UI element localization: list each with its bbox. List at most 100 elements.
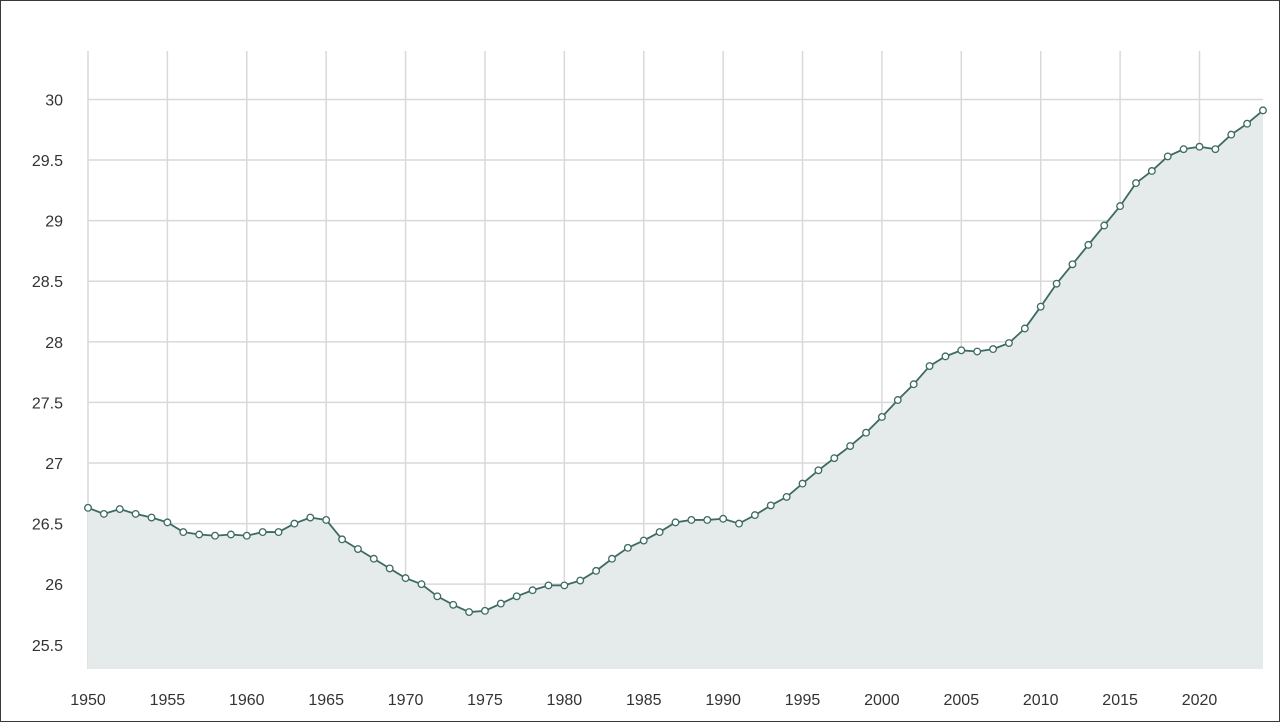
data-point [1052,279,1061,288]
y-tick-label: 28.5 [32,274,63,291]
data-point [655,528,664,537]
data-point [322,516,331,524]
area-fill [88,110,1263,669]
data-point [893,396,902,404]
y-tick-label: 26 [45,577,63,594]
data-point [1116,202,1125,211]
data-point [687,516,696,524]
data-point [115,505,124,513]
data-point [226,530,235,539]
data-point [1020,324,1029,333]
data-point [1084,240,1093,249]
x-tick-label: 1950 [70,692,106,709]
data-point [1179,145,1188,154]
data-point [1036,302,1045,311]
data-point [163,518,172,527]
data-point [1132,179,1140,188]
data-point [195,530,204,539]
x-tick-label: 1980 [547,692,583,709]
data-point [179,528,188,537]
data-point [211,531,219,540]
y-tick-label: 30 [45,92,63,109]
y-tick-label: 27 [45,456,63,473]
data-point [242,531,251,540]
data-point [306,513,315,522]
data-point [576,576,585,585]
data-point [782,492,791,501]
data-point [1259,106,1267,115]
data-point [957,346,966,355]
y-axis-tick-labels: 25.5 26 26.5 27 27.5 28 28.5 29 29.5 30 [32,92,63,654]
x-tick-label: 2000 [864,692,900,709]
y-tick-label: 29 [45,214,63,231]
data-point [385,564,394,573]
data-point [1068,260,1077,269]
data-point [703,516,712,524]
x-tick-label: 1990 [705,692,741,709]
data-point [465,608,474,616]
data-point [131,509,140,518]
data-point [989,345,998,354]
y-tick-label: 26.5 [32,517,63,534]
data-point [544,581,553,590]
data-point [973,347,982,356]
x-tick-label: 1960 [229,692,265,709]
data-point [496,599,505,608]
data-point [1100,221,1109,230]
data-point [449,600,458,609]
data-point [735,519,743,528]
data-point [1243,119,1252,128]
data-point [1163,152,1172,161]
data-point [401,574,410,583]
y-tick-label: 29.5 [32,153,63,170]
data-point [719,514,728,523]
data-point [798,479,807,488]
data-point [147,513,156,522]
x-tick-label: 1965 [308,692,344,709]
data-point [481,606,489,615]
x-tick-label: 2015 [1102,692,1138,709]
data-point [830,454,839,463]
data-point [639,536,648,545]
data-point [1195,142,1204,151]
x-tick-label: 1970 [388,692,424,709]
data-point [941,352,950,361]
data-point [1004,339,1013,347]
data-point [925,362,934,371]
data-point [433,592,442,601]
data-point [512,592,521,601]
x-tick-label: 1955 [150,692,186,709]
data-point [766,501,775,510]
data-point [592,566,601,575]
data-point [290,519,299,528]
y-tick-label: 28 [45,335,63,352]
data-point [258,528,267,537]
data-point [369,554,378,563]
x-tick-label: 1975 [467,692,503,709]
data-point [338,535,347,544]
data-point [750,511,759,520]
data-point [99,509,108,518]
data-point [274,528,283,537]
data-point [909,380,918,389]
data-point [1211,145,1220,154]
data-point [814,466,823,475]
data-point [1147,167,1156,175]
data-point [353,545,362,553]
data-point [608,554,616,563]
y-tick-label: 25.5 [32,638,63,655]
x-tick-label: 2005 [944,692,980,709]
y-tick-label: 27.5 [32,395,63,412]
x-tick-label: 1985 [626,692,662,709]
data-point [84,503,92,512]
data-point [846,442,855,450]
data-point [877,413,886,421]
x-tick-label: 1995 [785,692,821,709]
data-point [623,543,632,552]
x-tick-label: 2010 [1023,692,1059,709]
data-point [1227,130,1236,139]
data-point [528,586,537,595]
x-axis-tick-labels: 1950 1955 1960 1965 1970 1975 1980 1985 1990 1995… [70,692,1217,709]
